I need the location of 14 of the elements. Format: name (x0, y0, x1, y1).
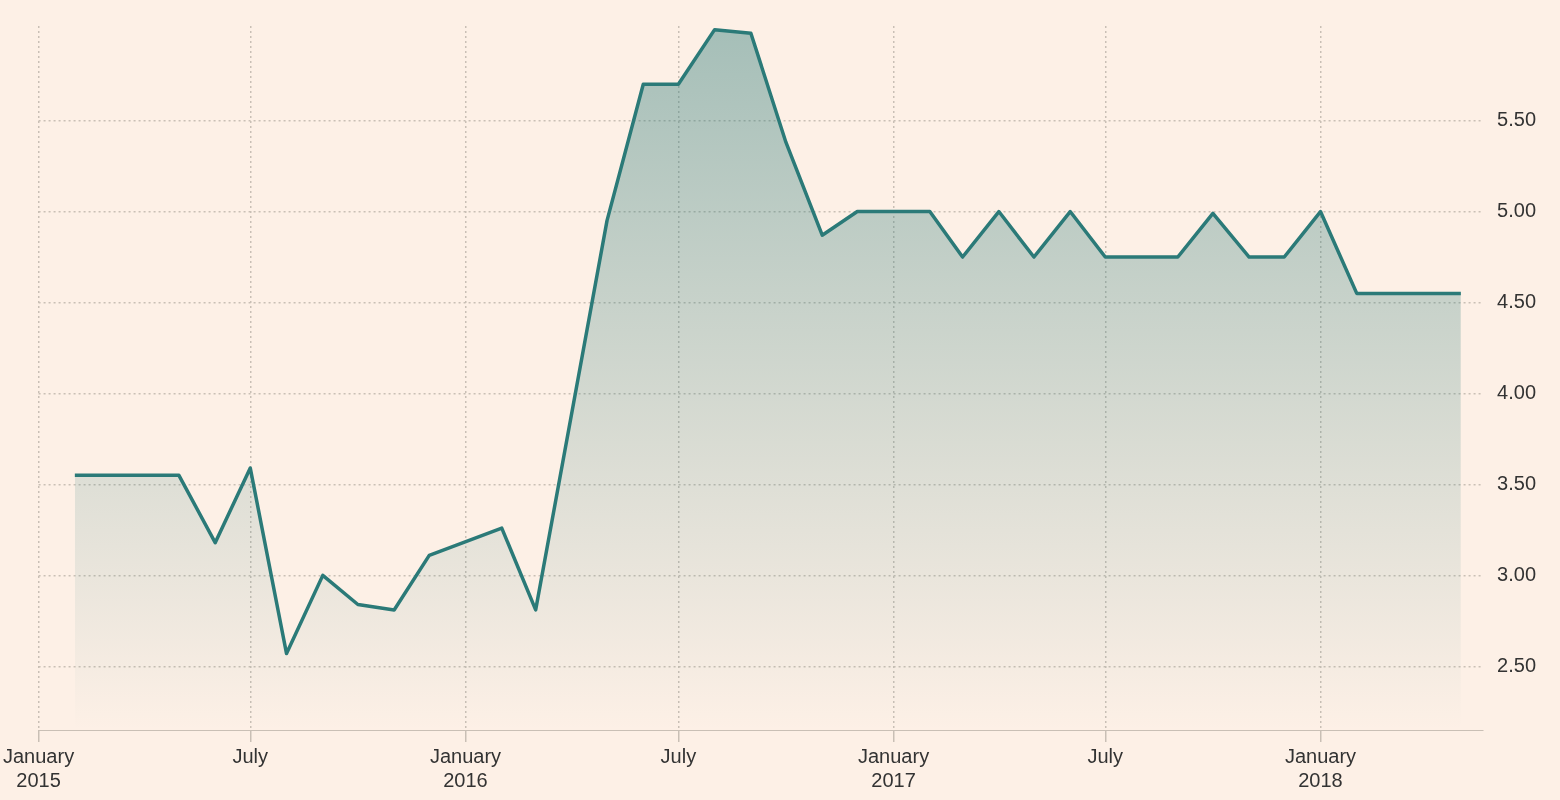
y-tick-label: 4.50 (1497, 290, 1537, 313)
y-tick-label: 4.00 (1497, 380, 1537, 403)
y-tick-label: 5.50 (1497, 108, 1537, 131)
x-tick-label: January 2015 (3, 744, 75, 791)
x-tick-label: July (660, 744, 697, 767)
y-tick-label: 3.50 (1497, 471, 1537, 494)
x-tick-label: January 2018 (1284, 744, 1357, 791)
y-tick-label: 5.00 (1497, 199, 1537, 222)
x-tick-label: January 2017 (858, 744, 930, 791)
x-tick-label: July (1087, 744, 1124, 767)
x-tick-label: January 2016 (429, 744, 502, 791)
y-tick-label: 2.50 (1497, 653, 1537, 676)
x-tick-label: July (232, 744, 269, 767)
y-tick-label: 3.00 (1497, 562, 1537, 585)
